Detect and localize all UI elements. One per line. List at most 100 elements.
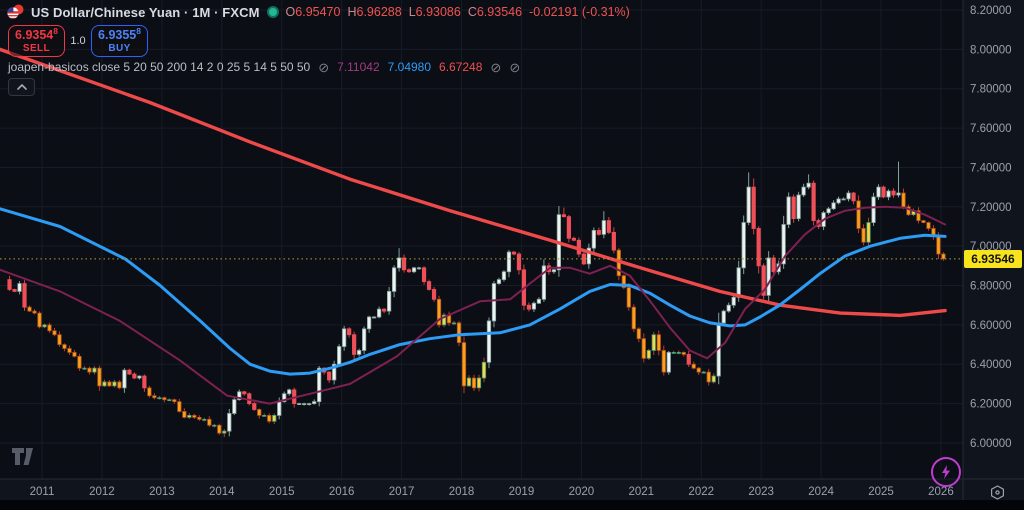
candle	[626, 282, 631, 311]
candle	[866, 217, 871, 247]
candle	[811, 180, 816, 226]
candle	[511, 251, 517, 256]
candle	[62, 343, 67, 352]
candle	[741, 215, 746, 275]
collapse-legend-button[interactable]	[8, 78, 35, 96]
candle	[706, 368, 711, 386]
candle	[791, 194, 796, 223]
tradingview-logo[interactable]	[12, 448, 42, 471]
candle	[357, 348, 362, 357]
candle	[406, 268, 412, 273]
candle	[486, 317, 492, 369]
candle	[287, 388, 292, 396]
candle	[97, 365, 102, 391]
candle	[22, 280, 27, 311]
indicator-value-fast: 7.11042	[337, 60, 380, 74]
candle	[262, 413, 267, 417]
candle	[307, 402, 312, 406]
hide-indicator-icon-3[interactable]: ⊘	[509, 59, 521, 75]
y-tick-label: 7.60000	[970, 123, 1012, 135]
candle	[182, 408, 187, 419]
y-tick-label: 6.00000	[970, 438, 1012, 450]
candle	[252, 402, 257, 411]
candle	[566, 214, 571, 243]
candle	[327, 370, 332, 383]
y-tick-label: 7.80000	[970, 84, 1012, 96]
candle	[806, 174, 811, 190]
candle	[926, 221, 931, 231]
candle	[746, 172, 751, 226]
ma-mid-blue-line	[0, 207, 947, 376]
candle	[102, 379, 107, 387]
candle	[302, 402, 307, 406]
candle	[571, 236, 576, 242]
symbol-title[interactable]: US Dollar/Chinese Yuan · 1M · FXCM	[31, 4, 260, 20]
candle	[441, 312, 447, 328]
sell-button[interactable]: 6.93548 SELL	[8, 25, 65, 57]
candle	[57, 331, 62, 347]
candle	[451, 320, 457, 325]
candle	[921, 219, 926, 224]
x-tick-label: 2013	[149, 486, 175, 498]
x-tick-label: 2018	[449, 486, 475, 498]
candle	[337, 344, 342, 366]
candle	[172, 398, 177, 404]
candle	[396, 248, 402, 272]
candle	[711, 373, 716, 384]
candle	[117, 380, 122, 390]
indicator-value-slow: 6.67248	[439, 60, 483, 74]
x-tick-label: 2017	[389, 486, 415, 498]
y-tick-label: 6.20000	[970, 399, 1012, 411]
hide-indicator-icon[interactable]: ⊘	[318, 59, 330, 75]
candle	[606, 217, 611, 235]
candle	[621, 274, 626, 290]
y-tick-label: 6.80000	[970, 281, 1012, 293]
x-tick-label: 2025	[868, 486, 894, 498]
indicator-value-mid: 7.04980	[387, 60, 432, 74]
hide-indicator-icon-2[interactable]: ⊘	[490, 59, 502, 75]
indicator-legend[interactable]: joapen-basicos close 5 20 50 200 14 2 0 …	[8, 60, 520, 74]
candle	[32, 309, 37, 315]
candle	[526, 302, 532, 312]
candle	[691, 361, 696, 370]
candle	[751, 178, 756, 235]
x-tick-label: 2019	[509, 486, 535, 498]
candle	[476, 374, 482, 392]
candle	[891, 188, 896, 198]
buy-button[interactable]: 6.93558 BUY	[91, 25, 148, 57]
candle	[786, 192, 791, 229]
candle	[531, 301, 537, 312]
market-status-dot[interactable]	[266, 6, 279, 18]
time-axis-labels[interactable]: 2011 2012 2013 2014 2015 2016 2017 2018 2019 2020…	[30, 486, 954, 498]
candle	[47, 322, 52, 333]
candle	[362, 326, 367, 355]
candle	[656, 330, 661, 356]
candle	[77, 353, 82, 371]
x-tick-label: 2012	[89, 486, 115, 498]
candle	[112, 379, 117, 388]
candle	[342, 325, 347, 351]
candle	[681, 351, 686, 357]
candle	[731, 294, 736, 309]
candle	[332, 360, 337, 385]
price-axis-labels[interactable]: 8.20000 8.00000 7.80000 7.60000 7.40000 7.200…	[970, 5, 1012, 450]
candle	[846, 190, 851, 202]
time-axis-panel[interactable]	[0, 479, 963, 500]
candle	[516, 252, 522, 275]
candle	[207, 416, 212, 428]
candle	[267, 413, 272, 424]
candle	[72, 349, 77, 358]
candle	[312, 399, 317, 405]
candle	[167, 398, 172, 402]
lightning-button[interactable]	[931, 457, 961, 487]
ohlc-values: O6.95470 H6.96288 L6.93086 C6.93546	[285, 5, 523, 19]
candle	[536, 297, 542, 305]
candle	[142, 374, 147, 392]
candle	[92, 366, 97, 375]
candle	[367, 315, 372, 333]
candle	[676, 350, 681, 355]
axis-settings-button[interactable]	[989, 484, 1006, 506]
candle	[197, 415, 202, 421]
